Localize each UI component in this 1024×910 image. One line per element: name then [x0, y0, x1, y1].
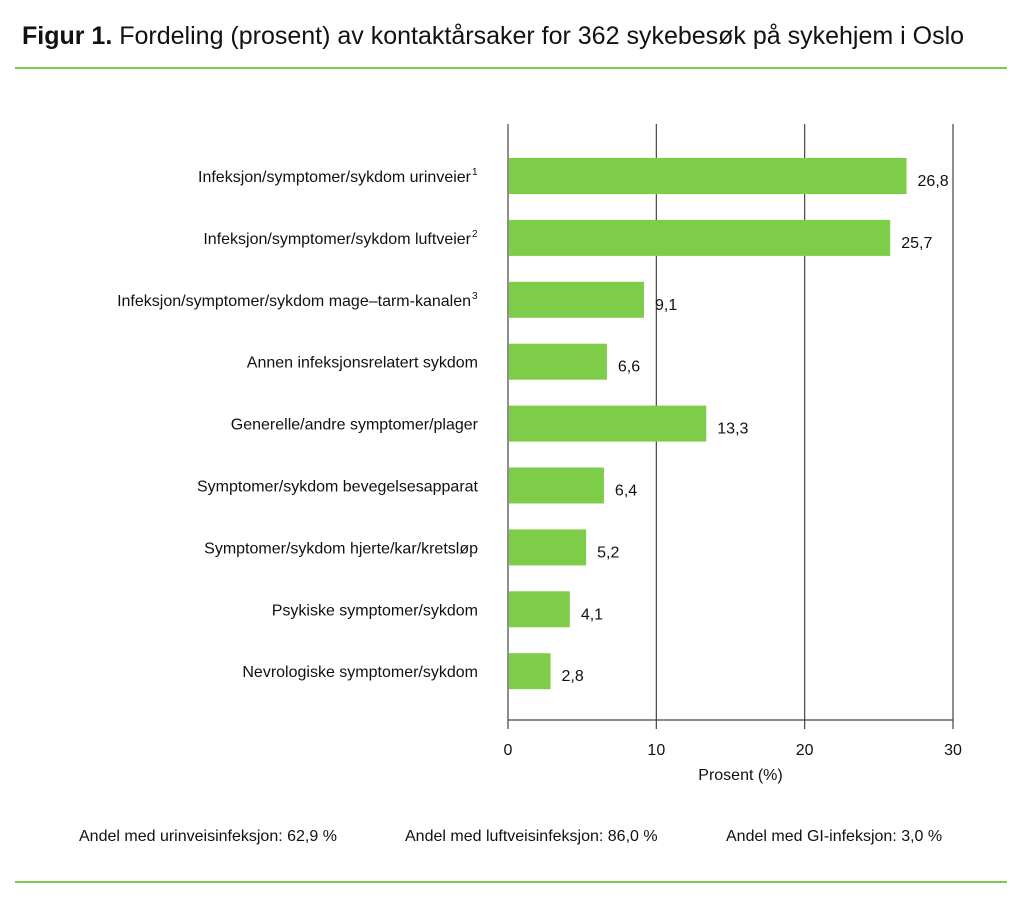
category-label: Symptomer/sykdom bevegelsesapparat	[197, 479, 479, 496]
x-tick-label: 10	[647, 742, 665, 759]
bar	[509, 467, 604, 504]
category-footnote-marker: 1	[472, 167, 478, 178]
category-label: Generelle/andre symptomer/plager	[231, 417, 479, 434]
bar	[509, 219, 891, 256]
data-label: 13,3	[717, 421, 748, 438]
data-label: 25,7	[901, 235, 932, 252]
x-tick-label: 30	[944, 742, 962, 759]
figure-title: Figur 1. Fordeling (prosent) av kontaktå…	[22, 22, 964, 51]
data-label: 9,1	[655, 297, 677, 314]
category-label: Annen infeksjonsrelatert sykdom	[247, 355, 478, 372]
data-label: 26,8	[918, 173, 949, 190]
bar	[509, 158, 907, 194]
category-label: Psykiske symptomer/sykdom	[272, 602, 478, 619]
data-label: 5,2	[597, 544, 619, 561]
category-label: Infeksjon/symptomer/sykdom mage–tarm-kan…	[117, 293, 471, 310]
x-tick-label: 20	[796, 742, 814, 759]
bar	[509, 405, 707, 442]
bar	[509, 343, 607, 380]
category-label: Infeksjon/symptomer/sykdom luftveier	[203, 231, 471, 248]
note-gi: Andel med GI-infeksjon: 3,0 %	[726, 828, 943, 845]
bar	[509, 281, 644, 318]
data-label: 2,8	[562, 668, 584, 685]
bar	[509, 653, 551, 690]
figure-number: Figur 1.	[22, 22, 113, 50]
bar	[509, 529, 587, 566]
x-tick-label: 0	[504, 742, 513, 759]
note-respiratory: Andel med luftveisinfeksjon: 86,0 %	[405, 828, 658, 845]
category-footnote-marker: 3	[472, 291, 478, 302]
x-axis-title: Prosent (%)	[698, 767, 782, 784]
figure-title-text: Fordeling (prosent) av kontaktårsaker fo…	[119, 22, 965, 50]
bottom-rule	[15, 881, 1007, 883]
top-rule	[15, 67, 1007, 69]
category-label: Infeksjon/symptomer/sykdom urinveier	[198, 169, 472, 186]
category-label: Symptomer/sykdom hjerte/kar/kretsløp	[204, 540, 478, 557]
data-label: 6,6	[618, 359, 640, 376]
bar	[509, 591, 570, 628]
data-label: 6,4	[615, 483, 637, 500]
data-label: 4,1	[581, 606, 603, 623]
category-footnote-marker: 2	[472, 229, 478, 240]
note-urinary: Andel med urinveisinfeksjon: 62,9 %	[79, 828, 337, 845]
category-label: Nevrologiske symptomer/sykdom	[242, 664, 478, 681]
